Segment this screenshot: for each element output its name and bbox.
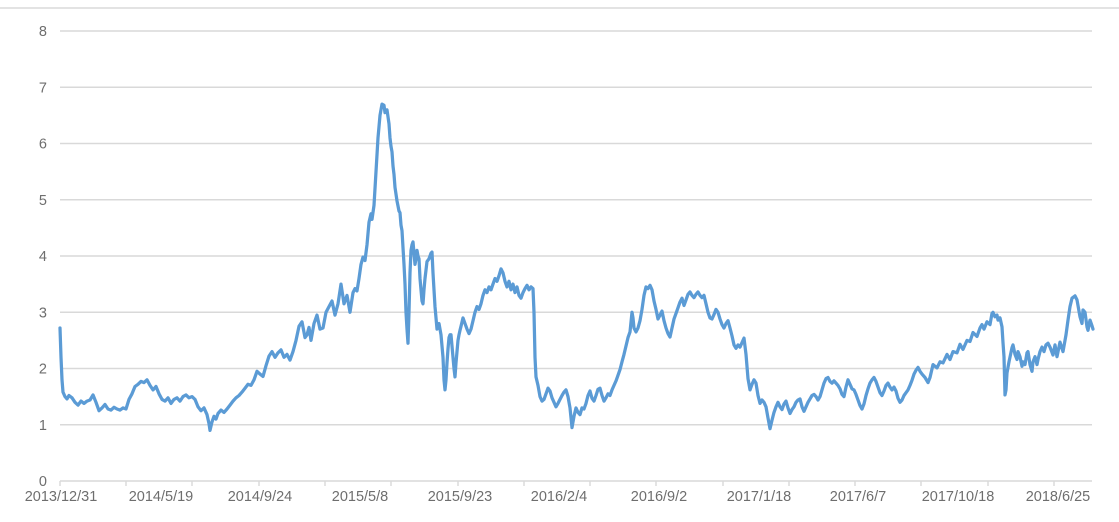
- chart-top-border: [0, 7, 1119, 9]
- x-axis-label: 2018/6/25: [1026, 489, 1091, 505]
- x-axis-label: 2016/9/2: [631, 489, 687, 505]
- series-line-price: [58, 102, 1095, 433]
- x-axis-label: 2015/5/8: [332, 489, 388, 505]
- y-axis-label: 4: [39, 249, 47, 265]
- x-axis-label: 2013/12/31: [25, 489, 98, 505]
- x-axis-label: 2016/2/4: [531, 489, 587, 505]
- y-axis-label: 3: [39, 305, 47, 321]
- x-axis-label: 2017/6/7: [830, 489, 886, 505]
- x-axis-label: 2017/1/18: [727, 489, 792, 505]
- y-axis-label: 0: [39, 474, 47, 490]
- y-axis-label: 8: [39, 24, 47, 40]
- x-axis-label: 2017/10/18: [922, 489, 995, 505]
- y-axis-label: 7: [39, 80, 47, 96]
- y-axis-label: 1: [39, 418, 47, 434]
- x-axis-label: 2014/5/19: [129, 489, 194, 505]
- y-axis-label: 6: [39, 137, 47, 153]
- y-axis-label: 2: [39, 362, 47, 378]
- x-axis-label: 2014/9/24: [228, 489, 293, 505]
- x-axis-label: 2015/9/23: [428, 489, 493, 505]
- y-axis-label: 5: [39, 193, 47, 209]
